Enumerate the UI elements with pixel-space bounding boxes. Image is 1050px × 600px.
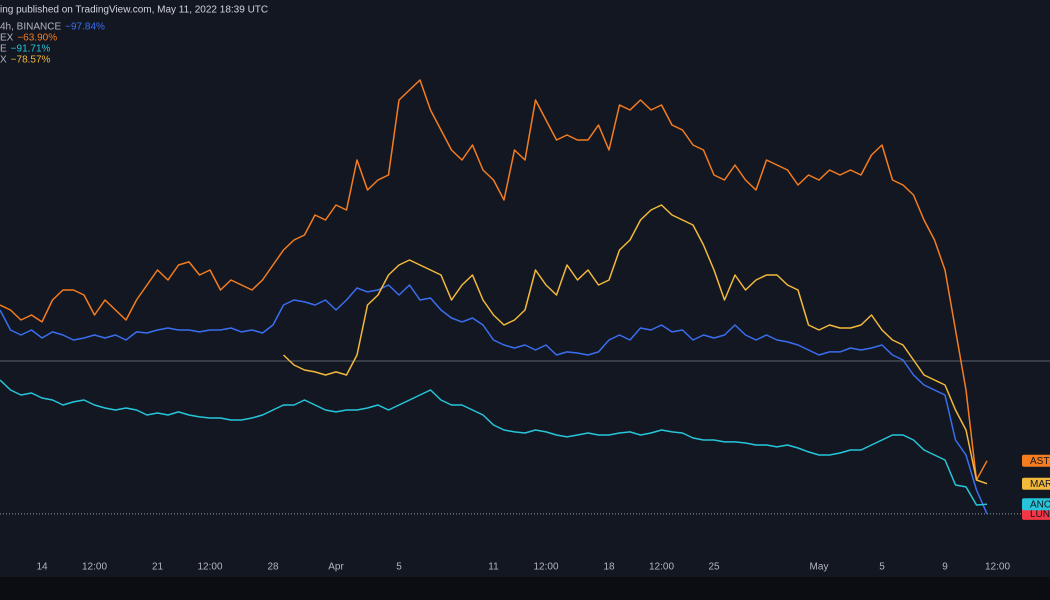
- legend-change: −78.57%: [11, 55, 51, 66]
- series-line: [282, 204, 988, 485]
- price-label-box: [1022, 454, 1050, 467]
- x-tick-label: 5: [396, 562, 402, 573]
- price-label: MARS: [1030, 479, 1050, 490]
- series-line: [0, 79, 988, 481]
- x-tick-label: May: [810, 562, 829, 573]
- price-label-box: [1022, 507, 1050, 520]
- x-tick-label: 18: [603, 562, 615, 573]
- price-label: ASTRO: [1030, 456, 1050, 467]
- x-tick-label: 9: [942, 562, 948, 573]
- legend-text: 4h, BINANCE: [0, 22, 61, 33]
- x-tick-label: 14: [36, 562, 48, 573]
- series-line: [0, 284, 988, 515]
- x-tick-label: 28: [267, 562, 279, 573]
- legend-text: X: [0, 55, 7, 66]
- legend-text: EX: [0, 33, 14, 44]
- x-tick-label: 11: [488, 562, 499, 573]
- x-tick-label: 12:00: [985, 562, 1010, 573]
- legend-text: E: [0, 44, 7, 55]
- x-tick-label: 12:00: [649, 562, 674, 573]
- legend-change: −91.71%: [11, 44, 51, 55]
- price-label-box: [1022, 477, 1050, 490]
- x-tick-label: 12:00: [533, 562, 558, 573]
- legend-change: −97.84%: [65, 22, 105, 33]
- price-label-box: [1022, 498, 1050, 511]
- x-tick-label: 12:00: [82, 562, 107, 573]
- x-tick-label: 25: [708, 562, 720, 573]
- legend-change: −63.90%: [17, 33, 57, 44]
- x-tick-label: Apr: [328, 562, 344, 573]
- x-tick-label: 5: [879, 562, 885, 573]
- series-line: [0, 379, 988, 506]
- price-label: ANC: [1030, 499, 1050, 510]
- footer-bar: [0, 577, 1050, 600]
- chart-title: ing published on TradingView.com, May 11…: [0, 5, 268, 16]
- x-tick-label: 21: [152, 562, 164, 573]
- x-tick-label: 12:00: [197, 562, 222, 573]
